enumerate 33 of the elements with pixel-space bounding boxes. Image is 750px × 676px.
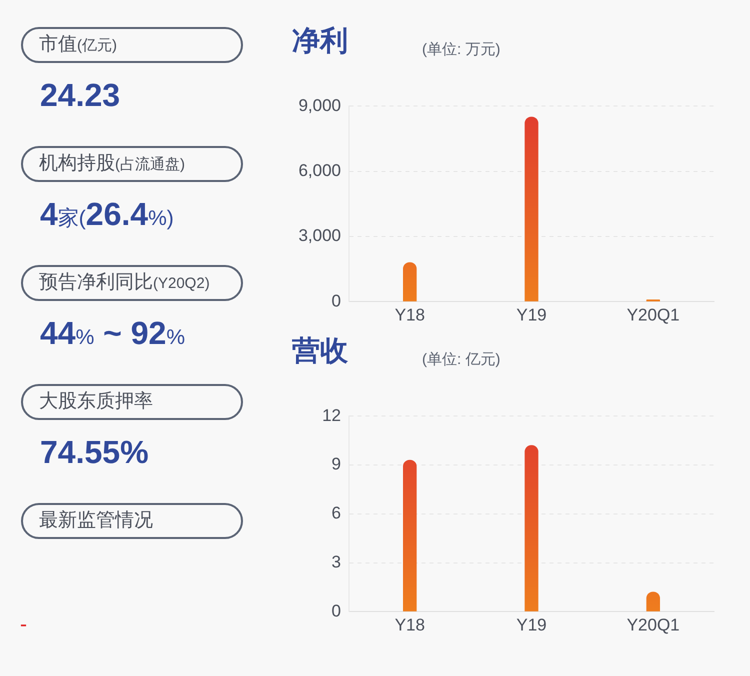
x-tick-label: Y19	[516, 305, 547, 324]
chart-title: 净利	[292, 24, 348, 58]
text: 74.55%	[40, 434, 149, 471]
text: 市值(亿元)	[21, 27, 243, 63]
y-tick-label: 9,000	[298, 96, 341, 115]
x-tick-label: Y19	[516, 615, 547, 634]
y-tick-label: 9	[332, 454, 341, 474]
text: 最新监管情况	[21, 503, 243, 539]
chart-subtitle: (单位: 亿元)	[422, 350, 500, 369]
y-tick-label: 3,000	[298, 226, 341, 246]
x-tick-label: Y18	[394, 305, 425, 324]
text: -	[20, 613, 27, 636]
text: 大股东质押率	[21, 384, 243, 420]
bar	[403, 262, 417, 302]
text: 预告净利同比(Y20Q2)	[21, 265, 243, 301]
bar	[403, 460, 417, 612]
y-tick-label: 6	[332, 504, 341, 523]
bar	[524, 445, 538, 612]
text: 机构持股(占流通盘)	[21, 146, 243, 182]
x-tick-label: Y20Q1	[626, 305, 680, 324]
y-tick-label: 12	[322, 406, 341, 425]
y-tick-label: 0	[332, 291, 341, 310]
y-tick-label: 0	[332, 601, 341, 620]
text: 4家(26.4%)	[40, 196, 174, 233]
x-tick-label: Y18	[394, 615, 425, 634]
chart-subtitle: (单位: 万元)	[422, 40, 500, 59]
bar	[524, 116, 538, 302]
y-tick-label: 3	[332, 552, 341, 572]
x-tick-label: Y20Q1	[626, 615, 680, 634]
text: 24.23	[40, 77, 120, 114]
text: 44% ~ 92%	[40, 315, 186, 352]
y-tick-label: 6,000	[298, 161, 341, 180]
chart-title: 营收	[292, 334, 348, 368]
